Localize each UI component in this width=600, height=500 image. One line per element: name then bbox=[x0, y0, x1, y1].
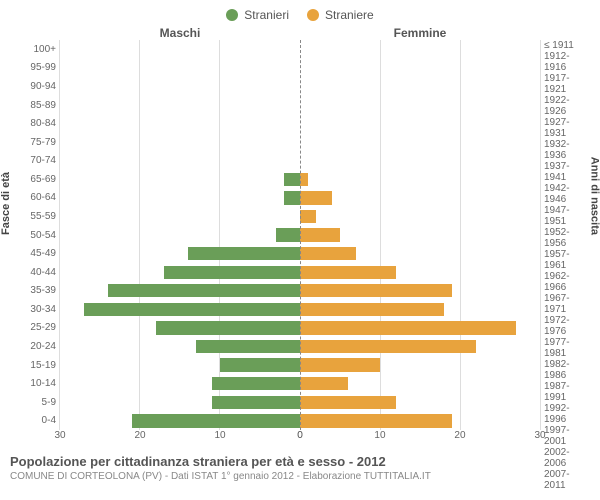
bar-male bbox=[212, 396, 300, 409]
x-axis: 0102030 0102030 bbox=[10, 430, 590, 448]
age-tick: 80-84 bbox=[10, 114, 56, 133]
plot-area: Fasce di età Anni di nascita 100+95-9990… bbox=[10, 40, 590, 430]
column-title-female: Femmine bbox=[300, 26, 590, 40]
bar-male bbox=[164, 266, 300, 279]
birth-year-tick: 1962-1966 bbox=[544, 271, 590, 293]
y-axis-label-right: Anni di nascita bbox=[588, 157, 600, 235]
bar-male bbox=[188, 247, 300, 260]
bar-male bbox=[196, 340, 300, 353]
bar-male bbox=[132, 414, 300, 427]
birth-year-tick: 2007-2011 bbox=[544, 469, 590, 491]
birth-year-tick: 1912-1916 bbox=[544, 51, 590, 73]
bar-female bbox=[300, 396, 396, 409]
population-pyramid-chart: Stranieri Straniere Maschi Femmine Fasce… bbox=[0, 0, 600, 500]
bar-female bbox=[300, 173, 308, 186]
x-tick: 20 bbox=[454, 430, 465, 441]
column-title-male: Maschi bbox=[10, 26, 300, 40]
bar-female bbox=[300, 284, 452, 297]
x-tick: 30 bbox=[534, 430, 545, 441]
birth-year-tick: 1917-1921 bbox=[544, 73, 590, 95]
age-tick: 85-89 bbox=[10, 96, 56, 115]
age-tick: 20-24 bbox=[10, 337, 56, 356]
bar-female bbox=[300, 340, 476, 353]
bar-male bbox=[212, 377, 300, 390]
bar-male bbox=[220, 358, 300, 371]
age-tick: 75-79 bbox=[10, 133, 56, 152]
bar-female bbox=[300, 414, 452, 427]
x-tick: 10 bbox=[374, 430, 385, 441]
birth-year-tick: 1987-1991 bbox=[544, 381, 590, 403]
bar-female bbox=[300, 303, 444, 316]
center-line bbox=[300, 40, 301, 430]
age-tick: 45-49 bbox=[10, 244, 56, 263]
bar-male bbox=[108, 284, 300, 297]
age-tick: 95-99 bbox=[10, 59, 56, 78]
birth-year-axis: ≤ 19111912-19161917-19211922-19261927-19… bbox=[540, 40, 590, 430]
legend: Stranieri Straniere bbox=[10, 8, 590, 22]
bar-female bbox=[300, 321, 516, 334]
chart-subtitle: COMUNE DI CORTEOLONA (PV) - Dati ISTAT 1… bbox=[10, 471, 590, 482]
chart-title: Popolazione per cittadinanza straniera p… bbox=[10, 454, 590, 469]
bar-male bbox=[284, 173, 300, 186]
birth-year-tick: 1927-1931 bbox=[544, 117, 590, 139]
birth-year-tick: 1942-1946 bbox=[544, 183, 590, 205]
birth-year-tick: 1982-1986 bbox=[544, 359, 590, 381]
bar-male bbox=[156, 321, 300, 334]
birth-year-tick: ≤ 1911 bbox=[544, 40, 590, 51]
age-tick: 15-19 bbox=[10, 356, 56, 375]
column-titles: Maschi Femmine bbox=[10, 26, 590, 40]
birth-year-tick: 1977-1981 bbox=[544, 337, 590, 359]
bar-female bbox=[300, 266, 396, 279]
birth-year-tick: 1937-1941 bbox=[544, 161, 590, 183]
age-tick: 10-14 bbox=[10, 374, 56, 393]
birth-year-tick: 1997-2001 bbox=[544, 425, 590, 447]
age-tick: 40-44 bbox=[10, 263, 56, 282]
x-tick: 20 bbox=[134, 430, 145, 441]
bar-female bbox=[300, 377, 348, 390]
legend-item-male: Stranieri bbox=[226, 8, 289, 22]
birth-year-tick: 1967-1971 bbox=[544, 293, 590, 315]
x-tick: 30 bbox=[54, 430, 65, 441]
legend-swatch-female bbox=[307, 9, 319, 21]
birth-year-tick: 1932-1936 bbox=[544, 139, 590, 161]
birth-year-tick: 1922-1926 bbox=[544, 95, 590, 117]
age-tick: 25-29 bbox=[10, 319, 56, 338]
x-tick: 0 bbox=[297, 430, 303, 441]
age-tick: 50-54 bbox=[10, 226, 56, 245]
age-tick: 70-74 bbox=[10, 151, 56, 170]
age-axis: 100+95-9990-9485-8980-8475-7970-7465-696… bbox=[10, 40, 60, 430]
birth-year-tick: 1952-1956 bbox=[544, 227, 590, 249]
legend-item-female: Straniere bbox=[307, 8, 374, 22]
age-tick: 35-39 bbox=[10, 282, 56, 301]
chart-footer: Popolazione per cittadinanza straniera p… bbox=[10, 454, 590, 482]
bar-male bbox=[276, 228, 300, 241]
birth-year-tick: 1992-1996 bbox=[544, 403, 590, 425]
bar-female bbox=[300, 247, 356, 260]
birth-year-tick: 2002-2006 bbox=[544, 447, 590, 469]
birth-year-tick: 1957-1961 bbox=[544, 249, 590, 271]
age-tick: 60-64 bbox=[10, 189, 56, 208]
legend-label-male: Stranieri bbox=[244, 8, 289, 22]
age-tick: 100+ bbox=[10, 40, 56, 59]
age-tick: 65-69 bbox=[10, 170, 56, 189]
bar-female bbox=[300, 228, 340, 241]
bars-area bbox=[60, 40, 540, 430]
bar-male bbox=[284, 191, 300, 204]
bar-female bbox=[300, 210, 316, 223]
bar-male bbox=[84, 303, 300, 316]
age-tick: 55-59 bbox=[10, 207, 56, 226]
bar-female bbox=[300, 358, 380, 371]
birth-year-tick: 1947-1951 bbox=[544, 205, 590, 227]
age-tick: 90-94 bbox=[10, 77, 56, 96]
x-tick: 10 bbox=[214, 430, 225, 441]
age-tick: 30-34 bbox=[10, 300, 56, 319]
y-axis-label-left: Fasce di età bbox=[0, 172, 12, 235]
age-tick: 0-4 bbox=[10, 412, 56, 431]
legend-swatch-male bbox=[226, 9, 238, 21]
legend-label-female: Straniere bbox=[325, 8, 374, 22]
bar-female bbox=[300, 191, 332, 204]
birth-year-tick: 1972-1976 bbox=[544, 315, 590, 337]
age-tick: 5-9 bbox=[10, 393, 56, 412]
